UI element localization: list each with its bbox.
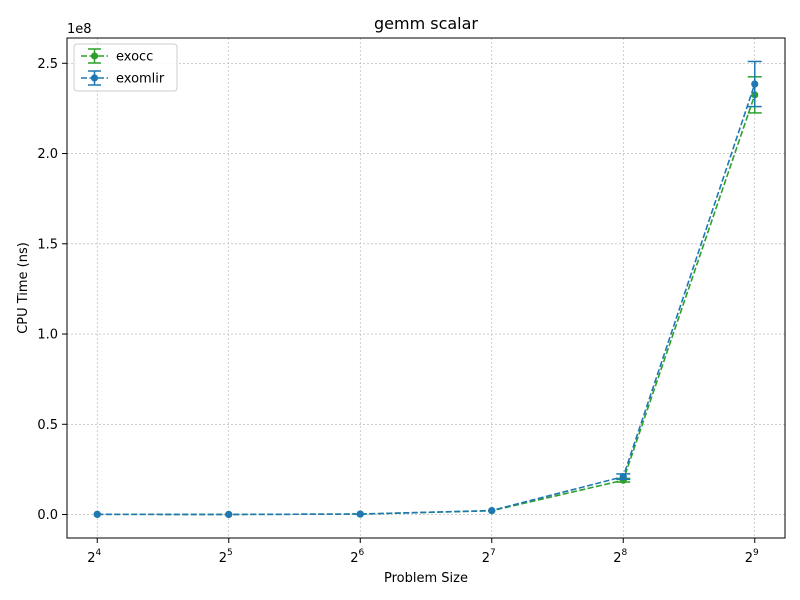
y-tick-label: 2.0 [37,147,58,162]
ticks: 24 25 26 27 28 290.00.51.01.52.02.5 [37,57,759,566]
data-point [619,473,627,481]
chart-title: gemm scalar [374,14,478,33]
legend-label: exomlir [116,72,165,87]
series-line [97,94,756,516]
x-tick-label-exponent: 4 [96,548,102,558]
series-exocc [93,76,762,519]
y-tick-label: 1.0 [37,328,58,343]
legend-label: exocc [116,50,153,65]
y-tick-label: 0.5 [37,418,58,433]
x-tick-label-exponent: 8 [622,548,628,558]
y-offset-label: 1e8 [67,22,92,37]
legend-item: exocc [81,48,153,65]
x-tick-label-exponent: 9 [753,548,759,558]
x-tick-label: 27 [482,548,496,566]
x-tick-label-base: 2 [350,551,358,566]
x-tick-label: 29 [745,548,759,566]
x-tick-label-base: 2 [219,551,227,566]
plot-frame [66,37,786,539]
x-tick-label: 26 [350,548,364,566]
legend-marker [90,52,99,60]
data-point [488,506,496,515]
y-tick-label: 2.5 [37,57,58,72]
x-tick-label-base: 2 [482,551,490,566]
y-tick-label: 0.0 [37,508,58,523]
x-tick-label: 25 [219,548,233,566]
data-point [751,80,759,88]
legend: exocc exomlir [73,43,178,92]
data-point [356,510,364,518]
x-tick-label-exponent: 7 [490,548,496,558]
x-tick-label-exponent: 5 [227,548,233,558]
x-axis-label: Problem Size [384,571,468,586]
y-tick-label: 1.5 [37,237,58,252]
data-point [225,510,233,519]
x-tick-label-exponent: 6 [359,548,365,558]
legend-item: exomlir [81,70,165,87]
y-axis-label: CPU Time (ns) [16,242,31,334]
x-tick-label-base: 2 [613,551,621,566]
series-line [97,83,756,516]
legend-marker [90,74,99,82]
data-point [93,510,101,518]
x-tick-label: 24 [87,548,101,566]
series-layer [93,60,762,519]
x-tick-label: 28 [613,548,627,566]
series-exomlir [93,60,762,519]
grid [67,38,785,538]
x-tick-label-base: 2 [745,551,753,566]
x-tick-label-base: 2 [87,551,95,566]
